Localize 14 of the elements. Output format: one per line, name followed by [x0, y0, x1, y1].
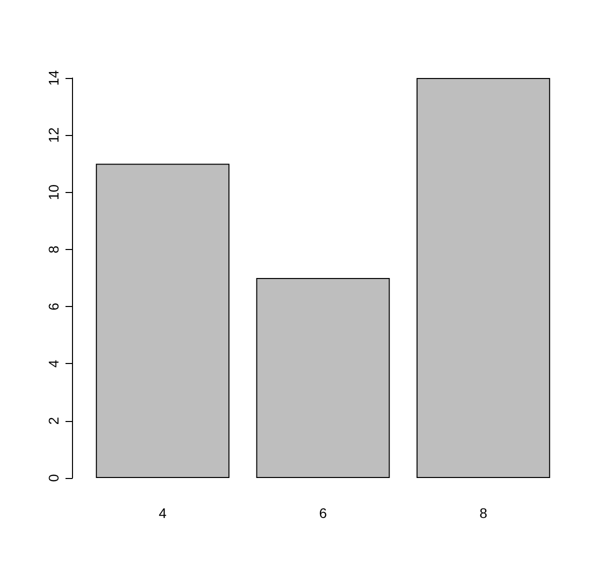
y-tick-label: 2	[46, 416, 62, 425]
bar	[416, 78, 550, 478]
x-tick-label: 6	[319, 505, 328, 521]
y-tick-label: 14	[46, 70, 62, 86]
y-tick-label: 8	[46, 245, 62, 254]
y-tick-label: 12	[46, 127, 62, 143]
y-tick-label: 4	[46, 360, 62, 368]
x-tick-label: 8	[479, 505, 488, 521]
bar	[256, 278, 390, 478]
x-tick-label: 4	[158, 505, 167, 521]
y-tick-label: 0	[46, 474, 62, 482]
y-tick-label: 6	[46, 302, 62, 310]
bar	[96, 164, 230, 478]
y-tick-label: 10	[46, 184, 62, 200]
